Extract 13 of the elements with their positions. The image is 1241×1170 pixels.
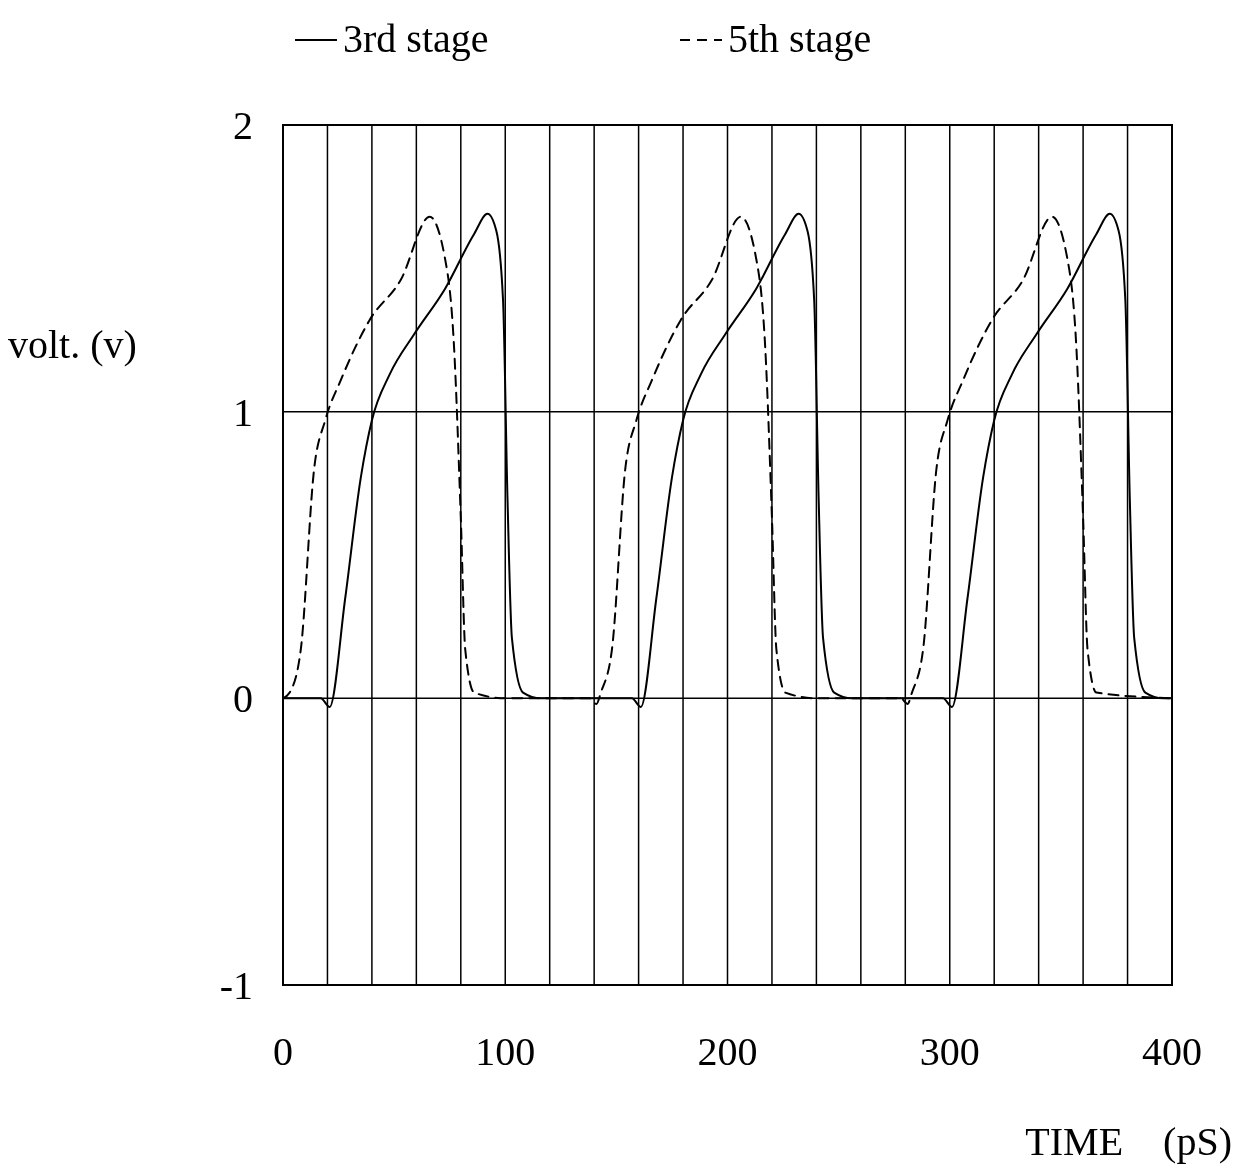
- x-axis-title: TIME (pS): [1025, 1119, 1232, 1164]
- x-tick-label: 200: [697, 1029, 758, 1074]
- y-axis-title: volt. (v): [8, 322, 137, 367]
- x-tick-label: 100: [475, 1029, 536, 1074]
- x-tick-label: 0: [273, 1029, 293, 1074]
- y-tick-label: 1: [233, 389, 253, 435]
- y-tick-label: 0: [233, 676, 253, 722]
- y-tick-label: -1: [219, 963, 253, 1008]
- legend-label: 5th stage: [728, 16, 872, 61]
- x-tick-label: 300: [919, 1029, 980, 1074]
- y-tick-label: 2: [233, 103, 253, 148]
- x-tick-label: 400: [1142, 1029, 1202, 1074]
- legend-label: 3rd stage: [343, 16, 489, 61]
